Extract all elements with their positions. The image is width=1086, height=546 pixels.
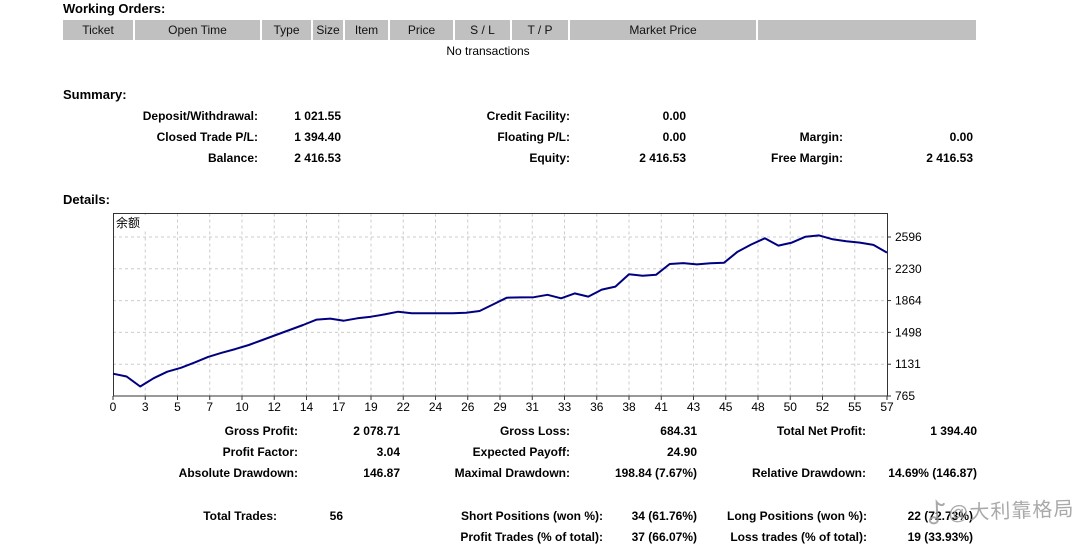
gross-loss-label: Gross Loss: bbox=[499, 424, 570, 438]
credit-facility-value: 0.00 bbox=[662, 109, 686, 123]
long-positions-label: Long Positions (won %): bbox=[727, 509, 867, 523]
svg-text:48: 48 bbox=[751, 400, 765, 414]
svg-text:50: 50 bbox=[784, 400, 798, 414]
svg-text:765: 765 bbox=[895, 389, 915, 403]
column-header-empty bbox=[758, 20, 976, 40]
column-header-tp: T / P bbox=[512, 20, 570, 40]
margin-value: 0.00 bbox=[949, 130, 973, 144]
gross-profit-label: Gross Profit: bbox=[224, 424, 298, 438]
maximal-drawdown-label: Maximal Drawdown: bbox=[454, 466, 570, 480]
chart-legend-balance: 余额 bbox=[116, 215, 140, 230]
absolute-drawdown-value: 146.87 bbox=[363, 466, 400, 480]
column-header-size: Size bbox=[313, 20, 345, 40]
svg-text:31: 31 bbox=[526, 400, 540, 414]
svg-text:22: 22 bbox=[397, 400, 411, 414]
no-transactions-message: No transactions bbox=[446, 44, 530, 58]
free-margin-value: 2 416.53 bbox=[926, 151, 973, 165]
svg-text:57: 57 bbox=[880, 400, 894, 414]
svg-text:14: 14 bbox=[300, 400, 314, 414]
balance-label: Balance: bbox=[207, 151, 258, 165]
closed-trade-pl-value: 1 394.40 bbox=[294, 130, 341, 144]
column-header-type: Type bbox=[262, 20, 313, 40]
working-orders-title: Working Orders: bbox=[63, 1, 166, 16]
expected-payoff-label: Expected Payoff: bbox=[472, 445, 570, 459]
expected-payoff-value: 24.90 bbox=[666, 445, 697, 459]
equity-label: Equity: bbox=[529, 151, 570, 165]
column-header-open-time: Open Time bbox=[135, 20, 262, 40]
svg-text:3: 3 bbox=[142, 400, 149, 414]
balance-chart: 0 3 5 7 10 12 14 17 19 22 24 26 29 31 33 36 38 41 43 45 48 50… bbox=[105, 213, 945, 415]
short-positions-value: 34 (61.76%) bbox=[631, 509, 697, 523]
absolute-drawdown-label: Absolute Drawdown: bbox=[178, 466, 298, 480]
profit-factor-label: Profit Factor: bbox=[222, 445, 298, 459]
svg-text:2230: 2230 bbox=[895, 262, 922, 276]
deposit-withdrawal-value: 1 021.55 bbox=[294, 109, 341, 123]
floating-pl-value: 0.00 bbox=[662, 130, 686, 144]
svg-text:2596: 2596 bbox=[895, 230, 922, 244]
svg-text:0: 0 bbox=[110, 400, 117, 414]
svg-text:1498: 1498 bbox=[895, 325, 922, 339]
balance-chart-svg: 0 3 5 7 10 12 14 17 19 22 24 26 29 31 33 36 38 41 43 45 48 50… bbox=[110, 213, 922, 414]
svg-text:52: 52 bbox=[816, 400, 830, 414]
column-header-price: Price bbox=[390, 20, 455, 40]
profit-trades-value: 37 (66.07%) bbox=[631, 530, 697, 544]
details-title: Details: bbox=[63, 192, 110, 207]
total-trades-label: Total Trades: bbox=[203, 509, 277, 523]
svg-text:43: 43 bbox=[687, 400, 701, 414]
loss-trades-value: 19 (33.93%) bbox=[907, 530, 973, 544]
maximal-drawdown-value: 198.84 (7.67%) bbox=[614, 466, 697, 480]
credit-facility-label: Credit Facility: bbox=[486, 109, 570, 123]
closed-trade-pl-label: Closed Trade P/L: bbox=[156, 130, 258, 144]
column-header-sl: S / L bbox=[455, 20, 512, 40]
svg-text:12: 12 bbox=[268, 400, 282, 414]
svg-text:45: 45 bbox=[719, 400, 733, 414]
free-margin-label: Free Margin: bbox=[770, 151, 843, 165]
svg-text:33: 33 bbox=[558, 400, 572, 414]
svg-text:1864: 1864 bbox=[895, 294, 922, 308]
profit-factor-value: 3.04 bbox=[376, 445, 400, 459]
column-header-item: Item bbox=[345, 20, 390, 40]
balance-value: 2 416.53 bbox=[294, 151, 341, 165]
loss-trades-label: Loss trades (% of total): bbox=[730, 530, 867, 544]
svg-text:7: 7 bbox=[206, 400, 213, 414]
total-trades-value: 56 bbox=[329, 509, 343, 523]
svg-text:38: 38 bbox=[622, 400, 636, 414]
svg-text:19: 19 bbox=[364, 400, 378, 414]
summary-title: Summary: bbox=[63, 87, 127, 102]
svg-text:17: 17 bbox=[332, 400, 346, 414]
profit-trades-label: Profit Trades (% of total): bbox=[460, 530, 603, 544]
total-net-profit-value: 1 394.40 bbox=[930, 424, 977, 438]
svg-text:29: 29 bbox=[493, 400, 507, 414]
svg-text:41: 41 bbox=[655, 400, 669, 414]
total-net-profit-label: Total Net Profit: bbox=[776, 424, 866, 438]
gross-profit-value: 2 078.71 bbox=[353, 424, 400, 438]
svg-text:5: 5 bbox=[174, 400, 181, 414]
short-positions-label: Short Positions (won %): bbox=[461, 509, 603, 523]
svg-text:10: 10 bbox=[235, 400, 249, 414]
relative-drawdown-label: Relative Drawdown: bbox=[751, 466, 866, 480]
deposit-withdrawal-label: Deposit/Withdrawal: bbox=[142, 109, 258, 123]
svg-text:1131: 1131 bbox=[895, 357, 921, 371]
svg-text:24: 24 bbox=[429, 400, 443, 414]
equity-value: 2 416.53 bbox=[639, 151, 686, 165]
floating-pl-label: Floating P/L: bbox=[497, 130, 570, 144]
svg-text:55: 55 bbox=[848, 400, 862, 414]
relative-drawdown-value: 14.69% (146.87) bbox=[888, 466, 977, 480]
column-header-market-price: Market Price bbox=[570, 20, 758, 40]
working-orders-header-row: Ticket Open Time Type Size Item Price S … bbox=[63, 20, 976, 40]
svg-text:36: 36 bbox=[590, 400, 604, 414]
svg-text:26: 26 bbox=[461, 400, 475, 414]
gross-loss-value: 684.31 bbox=[660, 424, 697, 438]
margin-label: Margin: bbox=[799, 130, 843, 144]
column-header-ticket: Ticket bbox=[63, 20, 135, 40]
long-positions-value: 22 (72.73%) bbox=[907, 509, 973, 523]
